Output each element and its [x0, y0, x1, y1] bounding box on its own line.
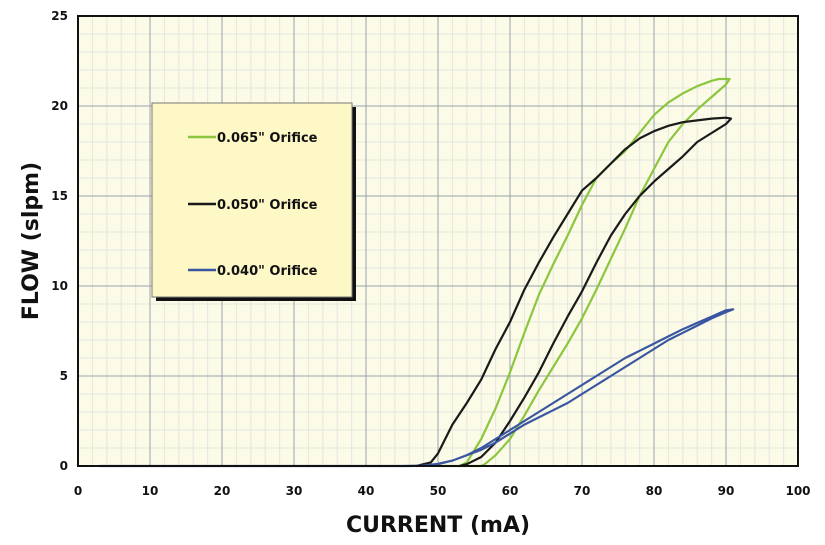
x-tick-label: 90	[718, 484, 735, 498]
x-tick-label: 20	[214, 484, 231, 498]
legend-item: 0.040" Orifice	[188, 264, 318, 279]
y-tick-label: 15	[51, 189, 68, 203]
legend-item: 0.065" Orifice	[188, 131, 318, 146]
series-line-0	[436, 77, 731, 468]
legend-label: 0.050" Orifice	[217, 198, 318, 213]
x-tick-label: 80	[646, 484, 663, 498]
y-tick-label: 10	[51, 279, 68, 293]
x-tick-label: 30	[286, 484, 303, 498]
legend-items: 0.065" Orifice 0.050" Orifice 0.040" Orifi…	[188, 131, 318, 279]
legend-box	[151, 102, 353, 298]
x-tick-label: 70	[574, 484, 591, 498]
y-tick-label: 5	[60, 369, 68, 383]
legend-label: 0.040" Orifice	[217, 264, 318, 279]
x-tick-label: 40	[358, 484, 375, 498]
x-tick-label: 60	[502, 484, 519, 498]
legend-label: 0.065" Orifice	[217, 131, 318, 146]
x-tick-label: 10	[142, 484, 159, 498]
y-tick-label: 25	[51, 9, 68, 23]
y-tick-label: 20	[51, 99, 68, 113]
legend-item: 0.050" Orifice	[188, 198, 318, 213]
x-tick-label: 50	[430, 484, 447, 498]
legend: 0.065" Orifice 0.050" Orifice 0.040" Orifi…	[151, 102, 356, 301]
x-tick-label: 0	[74, 484, 82, 498]
y-axis-title: FLOW (slpm)	[19, 162, 44, 320]
series-layer	[98, 77, 735, 468]
x-tick-label: 100	[785, 484, 810, 498]
x-axis-title: CURRENT (mA)	[346, 513, 530, 538]
x-tick-labels: 0 10 20 30 40 50 60 70 80 90 100	[74, 484, 811, 498]
series-line-2	[98, 308, 735, 468]
series-line-1	[415, 116, 733, 468]
y-tick-label: 0	[60, 459, 68, 473]
y-tick-labels: 0 5 10 15 20 25	[51, 9, 68, 473]
plot-frame	[77, 15, 799, 467]
